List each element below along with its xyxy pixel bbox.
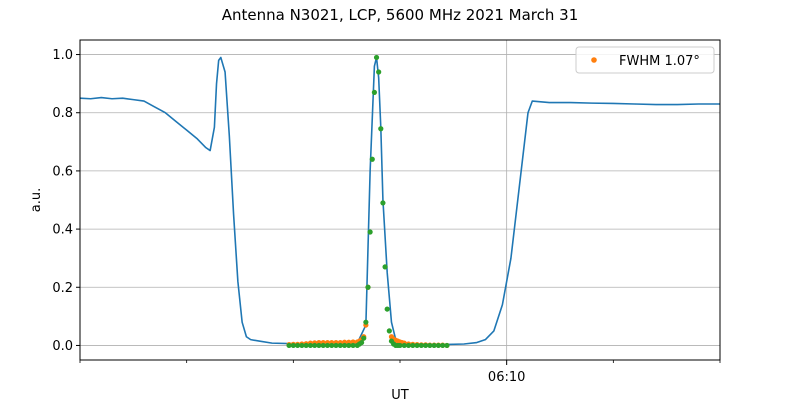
y-tick-label: 0.0 bbox=[52, 339, 73, 354]
series-2-point bbox=[427, 342, 433, 349]
series-2-point bbox=[386, 328, 392, 334]
series-2-point bbox=[382, 264, 388, 270]
series-2-point bbox=[346, 342, 352, 349]
series-2-point bbox=[316, 342, 322, 349]
plot-area bbox=[80, 54, 720, 349]
series-2-point bbox=[312, 342, 318, 349]
y-tick-label: 1.0 bbox=[52, 48, 73, 63]
series-2-point bbox=[295, 342, 301, 349]
series-2-point bbox=[414, 342, 420, 349]
series-2-point bbox=[333, 342, 339, 349]
series-2-point bbox=[378, 126, 384, 132]
series-2-point bbox=[435, 342, 441, 349]
y-tick-label: 0.8 bbox=[52, 106, 73, 121]
plot-frame bbox=[79, 39, 721, 361]
series-2-point bbox=[376, 69, 382, 75]
series-2-point bbox=[299, 342, 305, 349]
legend: FWHM 1.07° bbox=[575, 46, 715, 74]
series-2-point bbox=[361, 335, 367, 341]
series-2-point bbox=[329, 342, 335, 349]
legend-marker-fwhm bbox=[591, 57, 597, 63]
series-2-point bbox=[307, 342, 313, 349]
series-2-point bbox=[440, 342, 446, 349]
y-axis: 0.0 0.2 0.4 0.6 0.8 1.0 bbox=[52, 48, 80, 354]
series-2-point bbox=[401, 342, 407, 349]
y-axis-label: a.u. bbox=[29, 188, 44, 212]
legend-box bbox=[575, 46, 715, 74]
x-tick-label: 06:10 bbox=[488, 370, 525, 385]
series-2-point bbox=[418, 342, 424, 349]
series-2-point bbox=[324, 342, 331, 349]
series-2-point bbox=[303, 342, 309, 349]
series-2-point bbox=[350, 342, 356, 349]
chart-title: Antenna N3021, LCP, 5600 MHz 2021 March … bbox=[222, 6, 579, 24]
series-2-point bbox=[369, 156, 375, 162]
series-2-point bbox=[431, 342, 437, 349]
series-2-point bbox=[365, 284, 371, 290]
legend-label-fwhm: FWHM 1.07° bbox=[619, 54, 700, 69]
series-line bbox=[80, 56, 720, 346]
series-2-point bbox=[384, 306, 390, 312]
x-axis: 06:10 bbox=[79, 360, 721, 385]
y-tick-label: 0.2 bbox=[52, 281, 73, 296]
series-2-point bbox=[380, 200, 386, 206]
series-2-point bbox=[290, 342, 296, 349]
series-2-point bbox=[423, 342, 429, 349]
grid bbox=[80, 40, 720, 360]
series-2-point bbox=[444, 342, 450, 349]
series-2-point bbox=[371, 89, 377, 95]
series-2-point bbox=[337, 342, 343, 349]
series-2-point bbox=[363, 319, 369, 325]
series-2-point bbox=[341, 342, 348, 349]
series-2-point bbox=[410, 342, 416, 349]
x-axis-label: UT bbox=[391, 388, 409, 400]
series-2-point bbox=[359, 339, 365, 346]
y-tick-label: 0.4 bbox=[52, 223, 73, 238]
y-tick-label: 0.6 bbox=[52, 164, 73, 179]
series-2-point bbox=[286, 342, 292, 349]
series-2-point bbox=[320, 342, 326, 349]
series-2-point bbox=[367, 229, 373, 235]
series-2-point bbox=[405, 342, 412, 349]
series-2-point bbox=[373, 54, 380, 61]
series-2-point bbox=[397, 342, 403, 349]
